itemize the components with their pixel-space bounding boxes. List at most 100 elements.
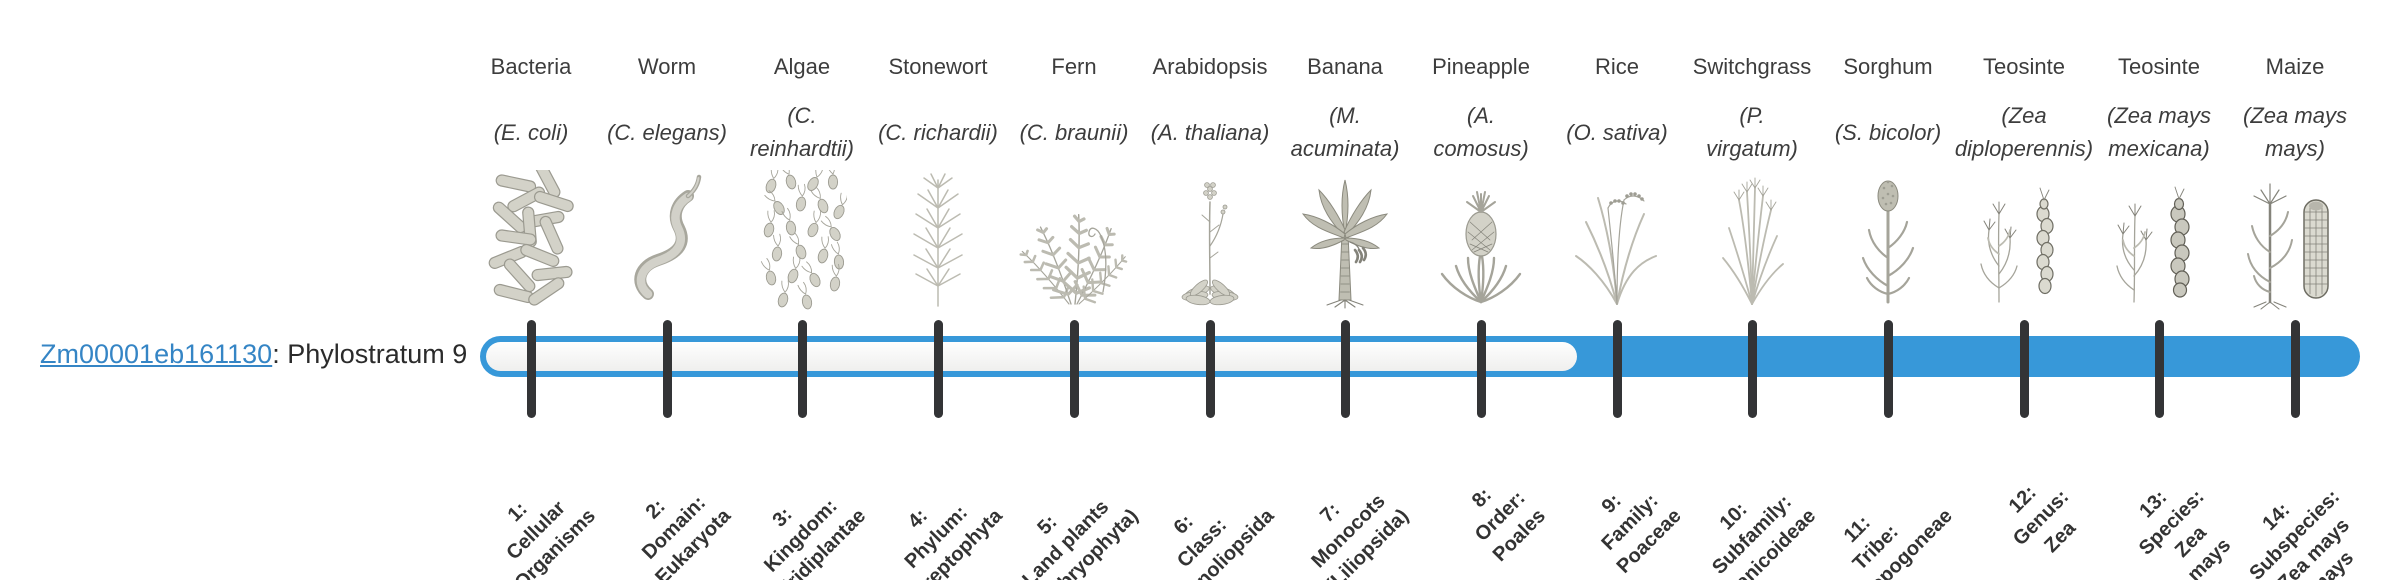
organism-common-name: Stonewort: [888, 54, 988, 79]
organism-scientific-name: (Zea mays mays): [2243, 103, 2347, 161]
organism-column-sorghum: Sorghum (S. bicolor): [1820, 40, 1956, 580]
stratum-tick: [797, 320, 807, 418]
switchgrass-illustration: [1721, 177, 1784, 305]
stratum-tick: [1340, 320, 1350, 418]
organism-common-name: Worm: [637, 54, 697, 79]
stratum-tick: [662, 320, 672, 418]
organism-common-name: Banana: [1307, 54, 1383, 79]
illustration-wrap: [2227, 168, 2363, 310]
stratum-tick: [1883, 320, 1893, 418]
stratum-tick: [2290, 320, 2300, 418]
organism-common-name: Sorghum: [1843, 54, 1933, 79]
organism-column-rice: Rice (O. sativa): [1549, 40, 1685, 578]
organism-common-name: Teosinte: [1983, 54, 2065, 79]
illustration-wrap: [734, 168, 870, 310]
organism-common-name: Teosinte: [2118, 54, 2200, 79]
stratum-tick: [2154, 320, 2164, 418]
bacteria-illustration: [488, 170, 574, 306]
stratum-tick: [2019, 320, 2029, 418]
stonewort-illustration: [913, 173, 963, 307]
stratum-label: 4: Phylum: Streptophyta: [900, 501, 1007, 580]
stratum-label: 5: Land plants (Embryophyta): [1018, 496, 1143, 580]
maize-illustration: [2247, 183, 2329, 310]
illustration-wrap: [870, 168, 1006, 310]
teosinte-diploperennis-illustration: [1980, 187, 2054, 303]
illustration-wrap: [1142, 168, 1278, 310]
organism-common-name: Bacteria: [490, 54, 572, 79]
stratum-label: 10: Subfamily: Panicoideae: [1708, 491, 1821, 580]
organism-column-fern: Fern (C. braunii): [1006, 40, 1142, 580]
gene-phylostratum-text: : Phylostratum 9: [272, 339, 468, 369]
organism-column-algae: Algae (C. reinhardtii): [734, 40, 870, 580]
illustration-wrap: [599, 168, 735, 310]
stratum-tick: [1612, 320, 1622, 418]
stratum-tick: [933, 320, 943, 418]
stratum-tick: [526, 320, 536, 418]
illustration-wrap: [1277, 168, 1413, 310]
illustration-wrap: [463, 168, 599, 310]
illustration-wrap: [1956, 168, 2092, 310]
stratum-tick: [1069, 320, 1079, 418]
organism-scientific-name: (A. comosus): [1433, 103, 1529, 161]
illustration-wrap: [1413, 168, 1549, 310]
illustration-wrap: [1549, 168, 1685, 310]
teosinte-mexicana-illustration: [2116, 186, 2190, 303]
fern-illustration: [1019, 212, 1129, 310]
organism-common-name: Fern: [1051, 54, 1097, 79]
organism-column-switchgrass: Switchgrass (P. virgatum): [1684, 40, 1821, 580]
organism-column-teosinte-diploperennis: Teosinte (Zea diploperennis): [1954, 40, 2094, 557]
stratum-label: 13: Species: Zea mays: [2134, 486, 2235, 580]
stratum-label: 12: Genus: Zea: [2004, 481, 2081, 557]
illustration-wrap: [1684, 168, 1820, 310]
worm-illustration: [634, 174, 702, 300]
organism-common-name: Pineapple: [1432, 54, 1530, 79]
stratum-label: 2: Domain: Eukaryota: [638, 491, 736, 580]
stratum-label: 6: Class: Magnoliopsida: [1163, 504, 1279, 580]
organism-scientific-name: (P. virgatum): [1706, 103, 1798, 161]
gene-label: Zm00001eb161130: Phylostratum 9: [40, 339, 467, 370]
stratum-tick: [1747, 320, 1757, 418]
organism-common-name: Arabidopsis: [1152, 54, 1268, 79]
organism-column-banana: Banana (M. acuminata): [1277, 40, 1414, 580]
organism-column-teosinte-mexicana: Teosinte (Zea mays mexicana): [2091, 40, 2235, 580]
organism-scientific-name: (S. bicolor): [1834, 119, 1942, 145]
organism-scientific-name: (C. reinhardtii): [750, 103, 854, 161]
stratum-label: 8: Order: Poales: [1467, 483, 1550, 566]
banana-illustration: [1301, 179, 1389, 309]
organism-common-name: Switchgrass: [1692, 54, 1812, 79]
organism-common-name: Algae: [773, 54, 831, 79]
organism-scientific-name: (O. sativa): [1566, 119, 1668, 145]
illustration-wrap: [1820, 168, 1956, 310]
rice-illustration: [1574, 192, 1657, 305]
organism-scientific-name: (C. elegans): [607, 119, 727, 145]
organism-scientific-name: (C. braunii): [1019, 119, 1129, 145]
organism-column-pineapple: Pineapple (A. comosus): [1413, 40, 1549, 566]
illustration-wrap: [2091, 168, 2227, 310]
illustration-wrap: [1006, 168, 1142, 310]
organism-column-maize: Maize (Zea mays mays): [2227, 40, 2363, 580]
sorghum-illustration: [1861, 180, 1914, 304]
pineapple-illustration: [1440, 191, 1521, 304]
organism-common-name: Rice: [1594, 54, 1639, 79]
gene-id-link[interactable]: Zm00001eb161130: [40, 339, 273, 369]
stratum-label: 3: Kingdom: Viridiplantae: [760, 495, 871, 580]
stratum-label: 14: Subspecies: Zea mays mays: [2245, 486, 2359, 580]
organism-common-name: Maize: [2265, 54, 2325, 79]
organism-column-arabidopsis: Arabidopsis (A. thaliana): [1142, 40, 1279, 580]
organism-scientific-name: (E. coli): [493, 119, 569, 145]
organism-scientific-name: (A. thaliana): [1150, 119, 1270, 145]
arabidopsis-illustration: [1181, 182, 1239, 306]
organism-scientific-name: (Zea diploperennis): [1954, 103, 2094, 161]
organism-scientific-name: (M. acuminata): [1290, 103, 1400, 161]
stratum-label: 9: Family: Poaceae: [1597, 489, 1686, 578]
organism-column-worm: Worm (C. elegans) 2: Domain: Eukaryota: [599, 40, 735, 580]
stratum-tick: [1476, 320, 1486, 418]
organism-column-bacteria: Bacteria (E. coli): [463, 40, 599, 580]
stratum-label: 7: Monocots (Liliopsida): [1307, 490, 1414, 580]
algae-illustration: [760, 170, 847, 310]
organism-scientific-name: (C. richardii): [878, 119, 998, 145]
organism-column-stonewort: Stonewort (C. richardii) 4: Phylum: Stre…: [870, 40, 1006, 580]
stratum-label: 1: Cellular Organisms: [502, 497, 600, 580]
organism-scientific-name: (Zea mays mexicana): [2107, 103, 2211, 161]
